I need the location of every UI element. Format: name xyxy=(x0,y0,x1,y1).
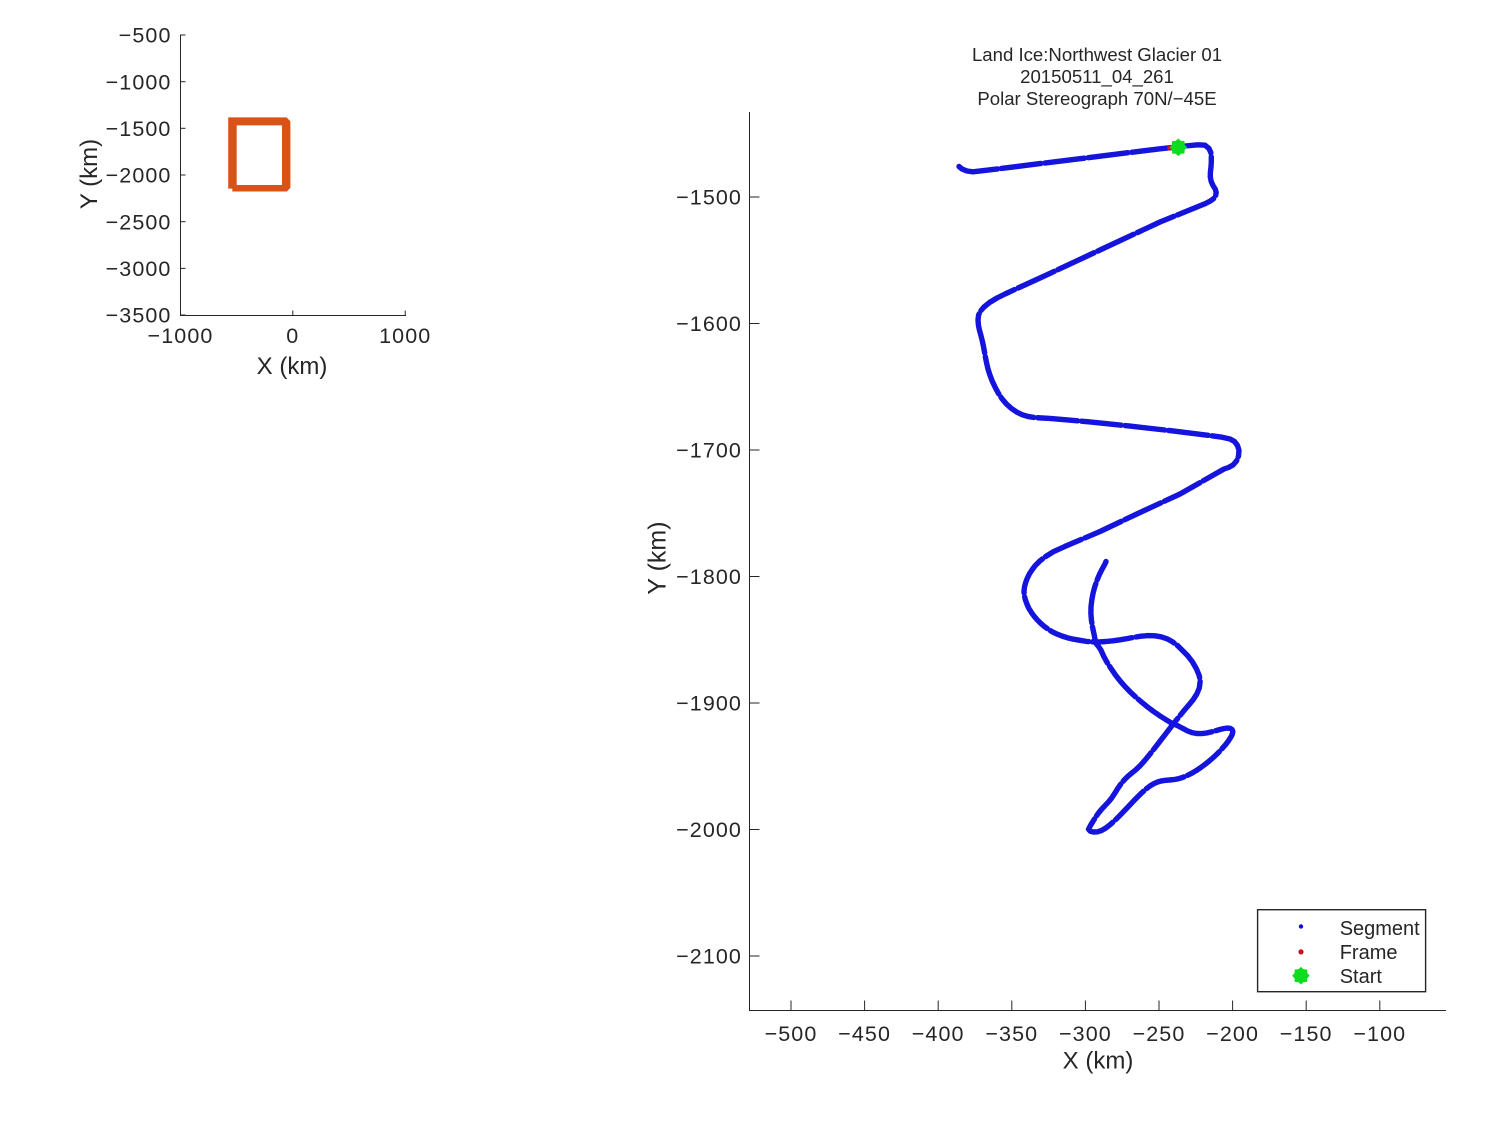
svg-text:−2100: −2100 xyxy=(676,945,742,969)
svg-text:−1700: −1700 xyxy=(676,439,742,463)
svg-text:−2000: −2000 xyxy=(106,164,172,188)
svg-text:X (km): X (km) xyxy=(1063,1048,1134,1075)
svg-text:Land Ice:Northwest Glacier 01: Land Ice:Northwest Glacier 01 xyxy=(972,44,1222,65)
svg-text:−100: −100 xyxy=(1353,1022,1406,1046)
svg-text:−250: −250 xyxy=(1133,1022,1186,1046)
svg-text:−2000: −2000 xyxy=(676,818,742,842)
svg-text:−1800: −1800 xyxy=(676,565,742,589)
svg-text:−1500: −1500 xyxy=(676,186,742,210)
svg-text:−1500: −1500 xyxy=(106,117,172,141)
svg-text:−300: −300 xyxy=(1059,1022,1112,1046)
svg-text:Segment: Segment xyxy=(1340,918,1420,940)
svg-text:Start: Start xyxy=(1340,966,1383,988)
svg-text:−400: −400 xyxy=(912,1022,965,1046)
svg-text:1000: 1000 xyxy=(379,324,431,348)
svg-text:−1600: −1600 xyxy=(676,312,742,336)
svg-text:−2500: −2500 xyxy=(106,210,172,234)
svg-text:−350: −350 xyxy=(985,1022,1038,1046)
svg-text:−3500: −3500 xyxy=(106,304,172,328)
svg-text:−500: −500 xyxy=(765,1022,818,1046)
svg-text:−150: −150 xyxy=(1280,1022,1333,1046)
svg-text:−3000: −3000 xyxy=(106,257,172,281)
svg-text:Y (km): Y (km) xyxy=(76,139,103,209)
svg-text:−200: −200 xyxy=(1206,1022,1259,1046)
svg-text:0: 0 xyxy=(286,324,299,348)
svg-text:−1000: −1000 xyxy=(106,70,172,94)
svg-text:Y (km): Y (km) xyxy=(644,521,672,594)
svg-text:−1900: −1900 xyxy=(676,692,742,716)
svg-text:20150511_04_261: 20150511_04_261 xyxy=(1020,66,1174,88)
svg-text:Frame: Frame xyxy=(1340,942,1398,964)
svg-text:X (km): X (km) xyxy=(257,353,328,380)
svg-text:−450: −450 xyxy=(838,1022,891,1046)
svg-text:Polar Stereograph 70N/−45E: Polar Stereograph 70N/−45E xyxy=(977,88,1216,109)
svg-text:−1000: −1000 xyxy=(148,324,214,348)
svg-text:−500: −500 xyxy=(119,24,172,48)
